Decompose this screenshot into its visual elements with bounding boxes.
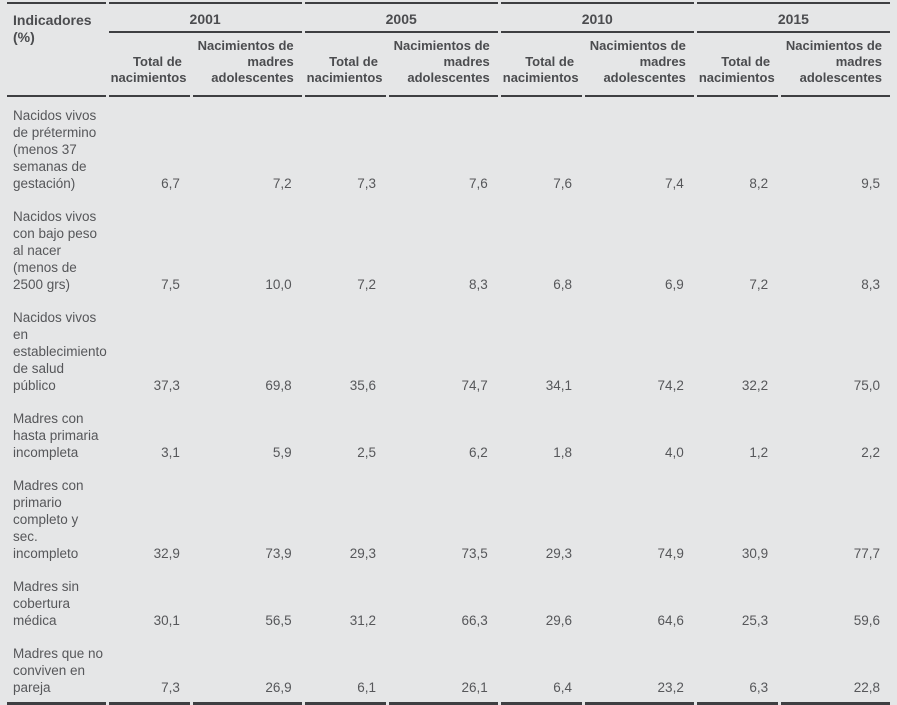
subheader-total-2015: Total de nacimientos (696, 33, 779, 97)
value-cell: 6,4 (500, 635, 583, 705)
subheader-adolescentes-2010: Nacimientos de madres adolescentes (585, 33, 694, 97)
row-label: Madres con primario completo y sec. inco… (13, 478, 84, 561)
value-cell: 1,8 (553, 445, 573, 460)
value-cell: 7,3 (357, 176, 376, 191)
value-cell: 30,1 (153, 613, 180, 628)
table-row: Nacidos vivos en establecimiento de salu… (7, 299, 890, 400)
value-cell: 25,3 (741, 613, 769, 628)
value-cell: 30,9 (741, 546, 769, 561)
row-label: Madres sin cobertura médica (13, 579, 80, 628)
value-cell: 7,5 (161, 277, 180, 292)
table-row: Madres sin cobertura médica 30,1 56,5 31… (7, 568, 890, 635)
value-cell: 10,0 (265, 277, 292, 292)
value-cell: 6,9 (665, 277, 684, 292)
value-cell: 29,3 (545, 546, 573, 561)
value-cell: 7,2 (749, 277, 769, 292)
table-row: Nacidos vivos de prétermino (menos 37 se… (7, 97, 890, 198)
value-cell: 29,3 (349, 546, 376, 561)
table-row: Nacidos vivos con bajo peso al nacer (me… (7, 198, 890, 299)
subheader-adolescentes-2001: Nacimientos de madres adolescentes (192, 33, 302, 97)
value-cell: 6,3 (696, 635, 779, 705)
value-cell: 8,3 (861, 277, 880, 292)
value-cell: 74,2 (657, 378, 684, 393)
value-cell: 29,6 (545, 613, 573, 628)
year-header-2015: 2015 (696, 2, 890, 33)
value-cell: 4,0 (665, 445, 684, 460)
value-cell: 66,3 (461, 613, 488, 628)
value-cell: 2,2 (861, 445, 880, 460)
value-cell: 8,3 (468, 277, 488, 292)
value-cell: 32,9 (153, 546, 180, 561)
value-cell: 26,9 (192, 635, 302, 705)
value-cell: 22,8 (781, 635, 890, 705)
value-cell: 56,5 (265, 613, 292, 628)
value-cell: 6,8 (553, 277, 573, 292)
year-header-row: Indicadores (%) 2001 2005 2010 2015 (7, 2, 890, 97)
value-cell: 5,9 (272, 445, 292, 460)
subheader-adolescentes-2015: Nacimientos de madres adolescentes (781, 33, 890, 97)
value-cell: 2,5 (357, 445, 376, 460)
row-label: Madres con hasta primaria incompleta (13, 411, 99, 460)
value-cell: 35,6 (349, 378, 376, 393)
value-cell: 73,5 (461, 546, 488, 561)
value-cell: 7,3 (108, 635, 190, 705)
year-header-2005: 2005 (304, 2, 498, 33)
value-cell: 9,5 (861, 176, 880, 191)
value-cell: 7,4 (665, 176, 684, 191)
value-cell: 6,1 (304, 635, 386, 705)
table-row: Madres con hasta primaria incompleta 3,1… (7, 400, 890, 467)
value-cell: 6,2 (468, 445, 488, 460)
subheader-total-2010: Total de nacimientos (500, 33, 583, 97)
row-label: Nacidos vivos con bajo peso al nacer (me… (13, 209, 98, 292)
value-cell: 74,7 (461, 378, 488, 393)
year-header-2010: 2010 (500, 2, 694, 33)
value-cell: 69,8 (265, 378, 292, 393)
value-cell: 7,6 (468, 176, 488, 191)
value-cell: 32,2 (741, 378, 769, 393)
value-cell: 74,9 (657, 546, 684, 561)
subheader-total-2001: Total de nacimientos (108, 33, 190, 97)
row-label: Madres que no conviven en pareja (7, 635, 106, 705)
value-cell: 7,2 (357, 277, 376, 292)
row-label: Nacidos vivos en establecimiento de salu… (13, 310, 107, 393)
row-label: Nacidos vivos de prétermino (menos 37 se… (13, 108, 97, 191)
value-cell: 34,1 (545, 378, 573, 393)
value-cell: 59,6 (853, 613, 880, 628)
subheader-total-2005: Total de nacimientos (304, 33, 386, 97)
value-cell: 1,2 (749, 445, 769, 460)
year-header-2001: 2001 (108, 2, 302, 33)
value-cell: 73,9 (265, 546, 292, 561)
value-cell: 77,7 (853, 546, 880, 561)
table-row: Madres con primario completo y sec. inco… (7, 467, 890, 568)
value-cell: 7,6 (553, 176, 573, 191)
value-cell: 75,0 (853, 378, 880, 393)
value-cell: 8,2 (749, 176, 769, 191)
subheader-row: Total de nacimientos Nacimientos de madr… (7, 33, 890, 97)
value-cell: 26,1 (388, 635, 498, 705)
value-cell: 3,1 (161, 445, 180, 460)
corner-header: Indicadores (%) (7, 2, 106, 97)
indicators-table: Indicadores (%) 2001 2005 2010 2015 Tota… (4, 2, 893, 705)
value-cell: 37,3 (153, 378, 180, 393)
value-cell: 23,2 (585, 635, 694, 705)
table-row: Madres que no conviven en pareja 7,3 26,… (7, 635, 890, 705)
value-cell: 6,7 (161, 176, 180, 191)
subheader-adolescentes-2005: Nacimientos de madres adolescentes (388, 33, 498, 97)
value-cell: 64,6 (657, 613, 684, 628)
value-cell: 7,2 (272, 176, 292, 191)
value-cell: 31,2 (349, 613, 376, 628)
